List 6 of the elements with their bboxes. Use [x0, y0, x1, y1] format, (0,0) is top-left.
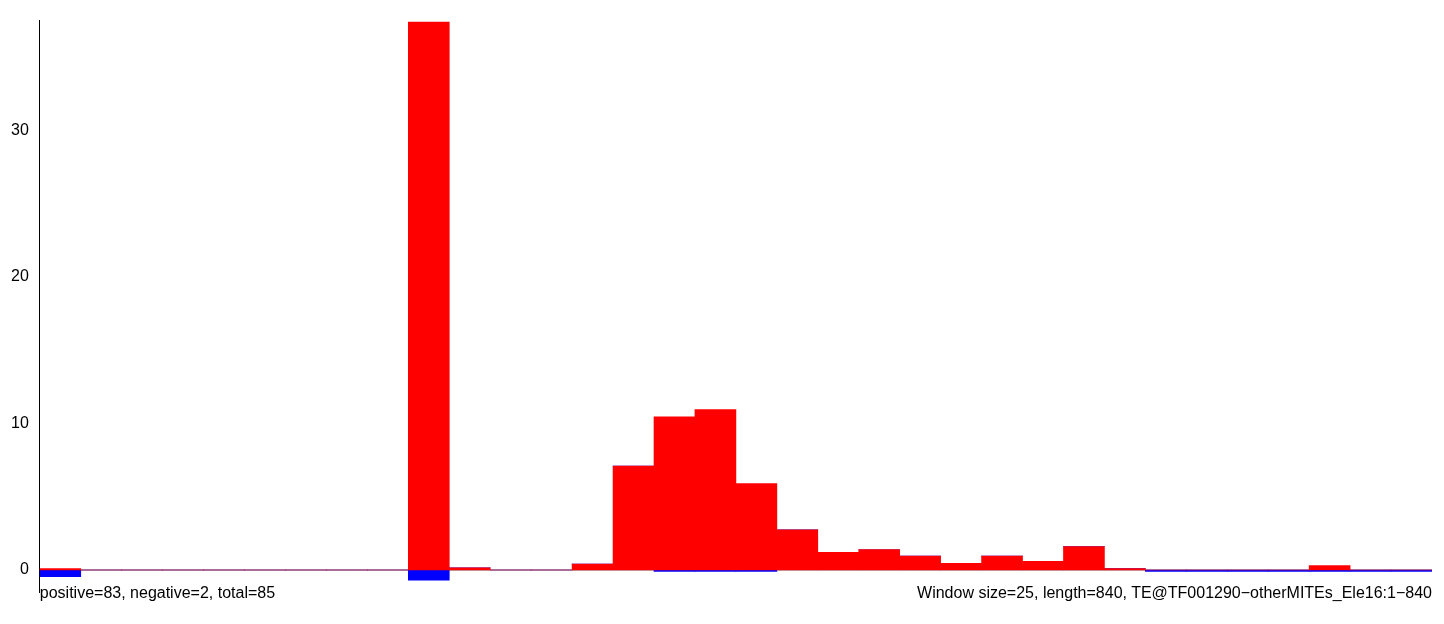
annotation: Window size=25, length=840, TE@TF001290−otherMITEs_Ele16:1−840: [917, 584, 1433, 603]
y-tick-label: 30: [11, 120, 29, 138]
y-tick-label: 0: [19, 560, 29, 578]
annotation: positive=83, negative=2, total=85: [39, 584, 276, 602]
y-tick-label: 20: [11, 267, 29, 285]
y-tick-label: 10: [11, 413, 29, 431]
